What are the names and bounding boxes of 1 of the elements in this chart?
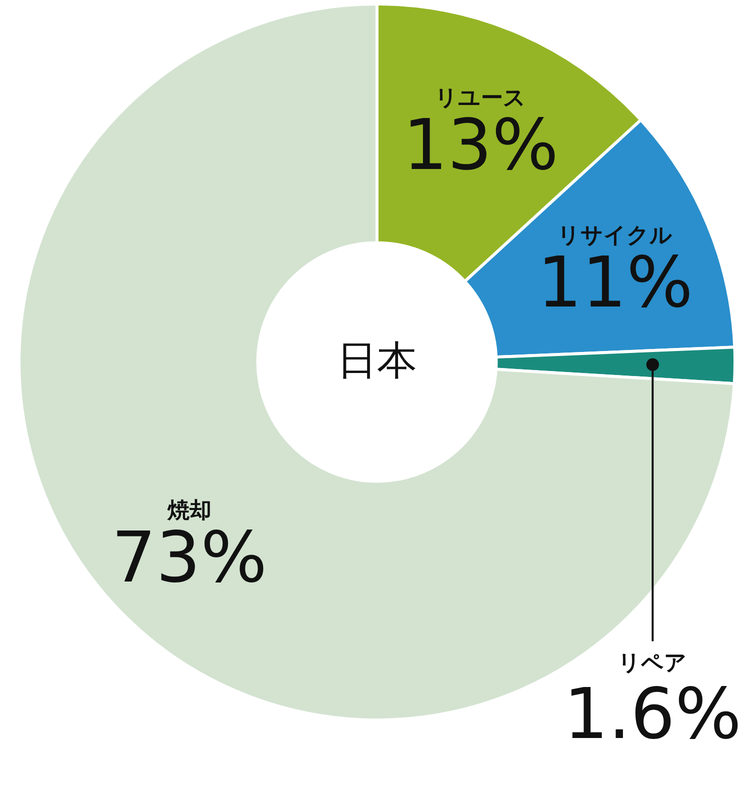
text: 日本 — [337, 338, 417, 384]
